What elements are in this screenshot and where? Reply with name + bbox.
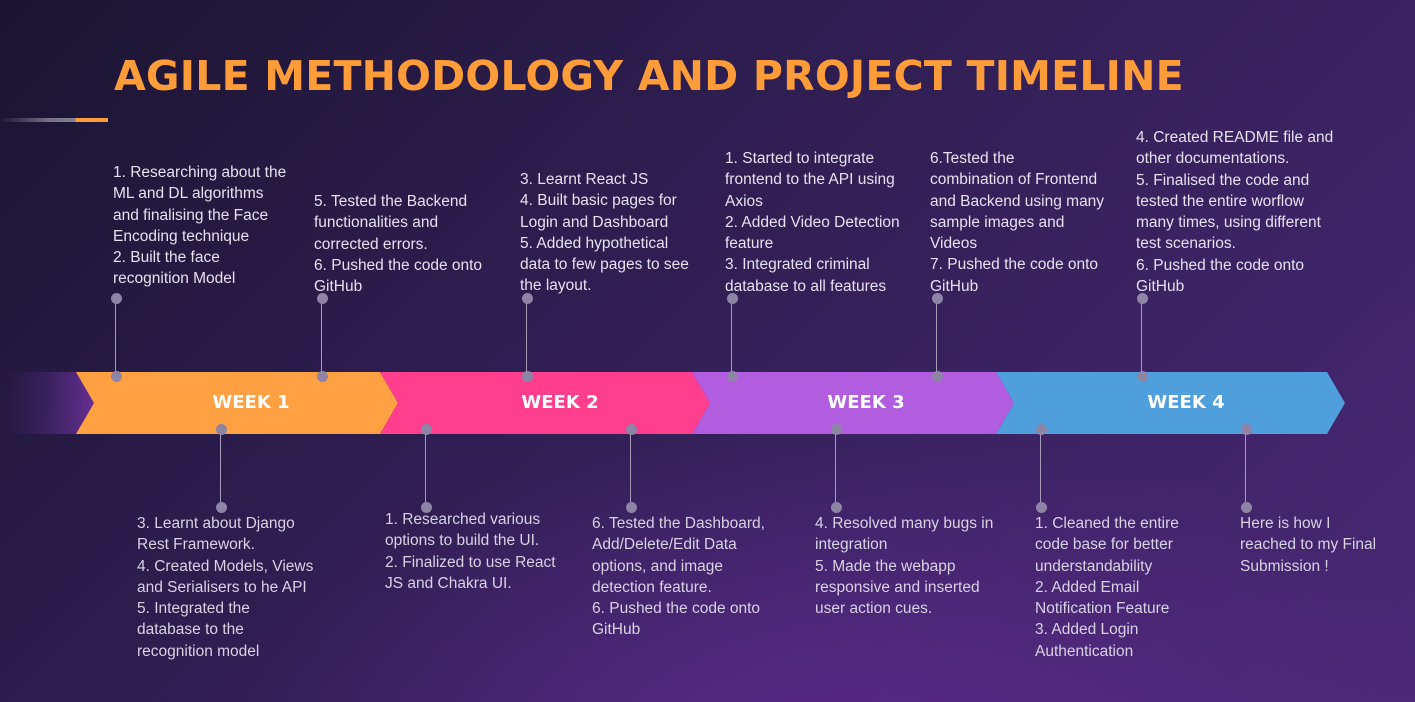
milestone-dot [831,424,842,435]
timeline-lead-in [0,372,96,434]
milestone-dot [317,371,328,382]
timeline-note-top-1: 1. Researching about the ML and DL algor… [113,164,287,288]
top-connector [731,298,732,376]
milestone-dot [522,371,533,382]
top-connector [321,298,322,376]
week-1-chevron [76,372,398,434]
milestone-dot [421,424,432,435]
timeline-note-top-3: 3. Learnt React JS 4. Built basic pages … [520,171,689,295]
milestone-dot [727,371,738,382]
top-connector [1141,298,1142,376]
milestone-dot [626,424,637,435]
week-2-chevron [380,372,710,434]
timeline-note-bottom-6: Here is how I reached to my Final Submis… [1240,515,1377,575]
week-2-label: WEEK 2 [521,392,599,413]
milestone-dot [831,502,842,513]
milestone-dot [1137,371,1148,382]
timeline-note-bottom-1: 3. Learnt about Django Rest Framework. 4… [137,515,314,660]
timeline-note-bottom-4: 4. Resolved many bugs in integration 5. … [815,515,994,618]
timeline-note-top-2: 5. Tested the Backend functionalities an… [314,193,483,296]
week-4-chevron [996,372,1345,434]
page-title: AGILE METHODOLOGY AND PROJECT TIMELINE [114,52,1184,100]
milestone-dot [522,293,533,304]
title-underline [0,118,108,122]
milestone-dot [216,502,227,513]
milestone-dot [626,502,637,513]
week-4-label: WEEK 4 [1147,392,1225,413]
milestone-dot [1036,424,1047,435]
top-connector [936,298,937,376]
milestone-dot [932,371,943,382]
bottom-connector [835,429,836,507]
week-1-label: WEEK 1 [212,392,290,413]
milestone-dot [727,293,738,304]
timeline-note-bottom-5: 1. Cleaned the entire code base for bett… [1035,515,1179,660]
milestone-dot [932,293,943,304]
timeline-note-top-5: 6.Tested the combination of Frontend and… [930,150,1105,295]
timeline-track [0,372,1345,434]
milestone-dot [1036,502,1047,513]
week-3-chevron [692,372,1014,434]
milestone-dot [111,293,122,304]
milestone-dot [111,371,122,382]
bottom-connector [1040,429,1041,507]
milestone-dot [1241,502,1252,513]
top-connector [115,298,116,376]
milestone-dot [1241,424,1252,435]
timeline-note-top-6: 4. Created README file and other documen… [1136,129,1334,296]
milestone-dot [317,293,328,304]
timeline-note-top-4: 1. Started to integrate frontend to the … [725,150,900,295]
bottom-connector [630,429,631,507]
milestone-dot [1137,293,1148,304]
bottom-connector [220,429,221,507]
bottom-connector [425,429,426,507]
timeline-note-bottom-2: 1. Researched various options to build t… [385,511,556,592]
top-connector [526,298,527,376]
timeline-note-bottom-3: 6. Tested the Dashboard, Add/Delete/Edit… [592,515,765,639]
week-3-label: WEEK 3 [827,392,905,413]
milestone-dot [421,502,432,513]
bottom-connector [1245,429,1246,507]
milestone-dot [216,424,227,435]
